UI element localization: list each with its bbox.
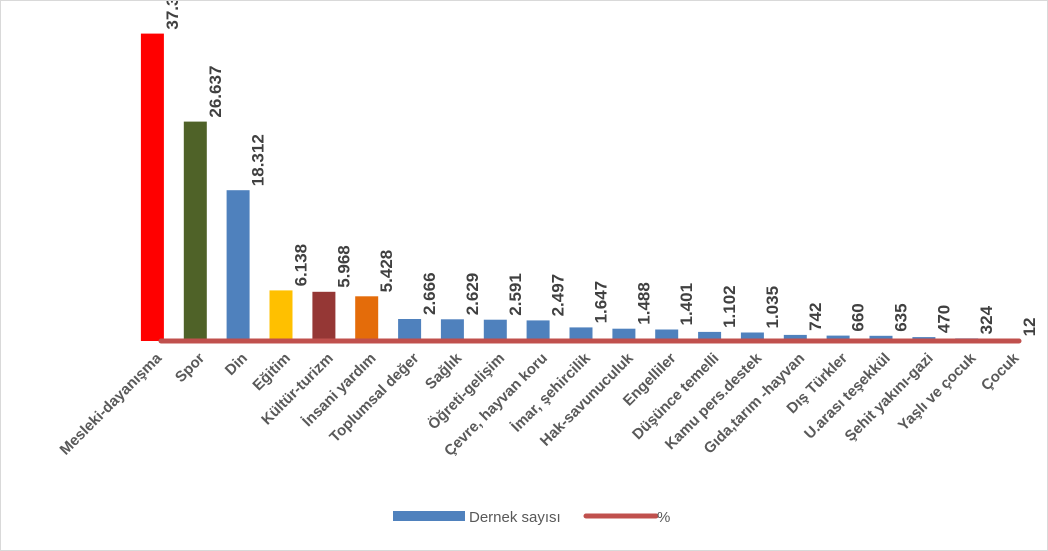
value-label-9: 2.497: [549, 274, 568, 317]
legend-label-dernek-sayisi: Dernek sayısı: [469, 509, 561, 526]
value-label-20: 12: [1020, 317, 1039, 336]
category-label-2: Din: [222, 350, 251, 379]
bar-1: [183, 121, 207, 341]
bar-14: [740, 332, 764, 341]
value-label-7: 2.629: [463, 273, 482, 316]
bar-8: [483, 319, 507, 341]
bar-9: [526, 320, 550, 341]
legend-label-percent: %: [657, 509, 670, 526]
category-label-19: Yaşlı ve çocuk: [895, 349, 980, 434]
bar-6: [398, 319, 422, 341]
value-label-16: 660: [849, 303, 868, 331]
value-label-4: 5.968: [334, 245, 353, 288]
value-label-18: 470: [934, 305, 953, 333]
bar-17: [869, 335, 893, 341]
value-labels-group: 37.322 26.637 18.312 6.138 5.968 5.428 2.666 2.…: [163, 1, 1039, 336]
value-label-3: 6.138: [292, 244, 311, 287]
bar-2: [226, 190, 250, 341]
category-label-0: Mesleki-dayanışma: [57, 349, 166, 458]
value-label-11: 1.488: [634, 282, 653, 325]
value-label-6: 2.666: [420, 272, 439, 315]
value-label-17: 635: [892, 303, 911, 331]
category-labels-group: Mesleki-dayanışma Spor DinEğitimKültür-tur…: [57, 349, 1023, 459]
bar-12: [655, 329, 679, 341]
category-label-8: Öğreti-gelişim: [425, 350, 508, 433]
value-label-5: 5.428: [377, 250, 396, 293]
bar-5: [355, 296, 379, 341]
category-label-5: İnsani yardım: [299, 350, 379, 430]
value-label-8: 2.591: [506, 273, 525, 316]
value-label-15: 742: [806, 303, 825, 331]
bar-13: [698, 331, 722, 341]
value-label-2: 18.312: [249, 134, 268, 186]
bar-15: [783, 334, 807, 341]
value-label-1: 26.637: [206, 66, 225, 118]
value-label-0: 37.322: [163, 1, 182, 30]
bar-4: [312, 291, 336, 341]
value-label-19: 324: [977, 305, 996, 334]
value-label-13: 1.102: [720, 285, 739, 328]
value-label-14: 1.035: [763, 286, 782, 329]
bar-10: [569, 327, 593, 341]
value-label-10: 1.647: [592, 281, 611, 324]
bar-7: [440, 319, 464, 341]
bar-3: [269, 290, 293, 341]
legend-swatch-dernek-sayisi: [393, 511, 465, 521]
bar-0: [140, 33, 164, 341]
bar-16: [826, 335, 850, 341]
bar-11: [612, 328, 636, 341]
legend: Dernek sayısı %: [393, 509, 670, 526]
value-label-12: 1.401: [677, 283, 696, 326]
category-label-20: Çocuk: [978, 349, 1023, 394]
bars-group: [140, 33, 1022, 341]
category-label-1: Spor: [172, 350, 208, 386]
